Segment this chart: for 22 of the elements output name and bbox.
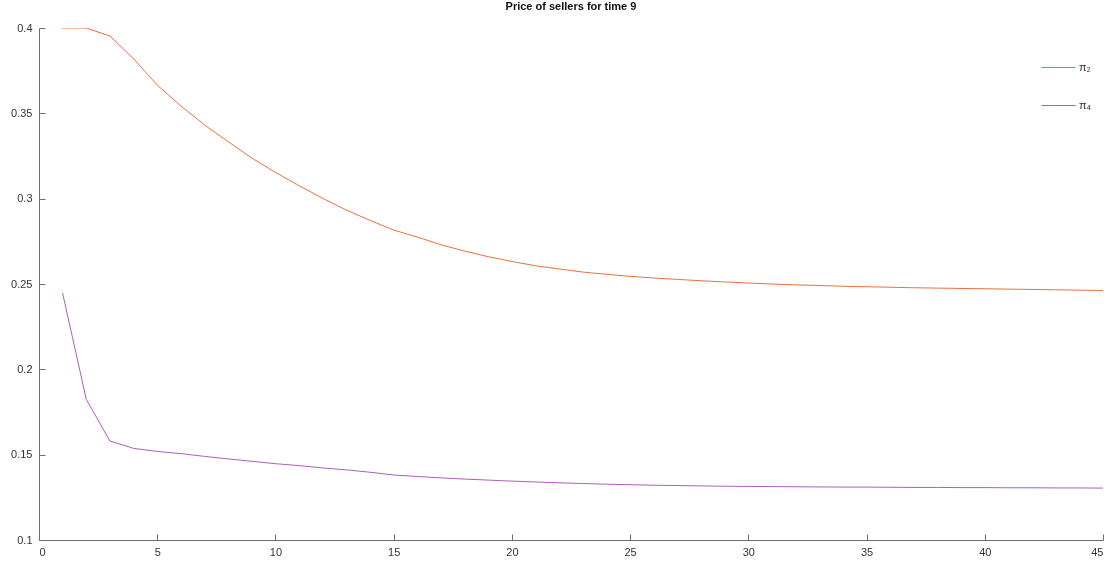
y-tick-label: 0.15: [11, 448, 33, 461]
y-tick-label: 0.1: [17, 533, 33, 546]
x-tick-label: 0: [39, 545, 46, 558]
x-tick-label: 35: [860, 545, 874, 558]
y-tick-label: 0.2: [17, 362, 33, 375]
line-series: [62, 28, 1103, 291]
y-tick-label: 0.4: [17, 21, 33, 34]
x-tick-label: 45: [1091, 545, 1104, 558]
line-series: [62, 292, 1103, 489]
y-tick-label: 0.35: [11, 106, 33, 119]
chart-title: Price of sellers for time 9: [505, 0, 637, 12]
x-tick-label: 5: [154, 545, 161, 558]
x-tick-label: 25: [624, 545, 637, 558]
y-tick-label: 0.3: [17, 192, 33, 205]
x-tick-label: 30: [742, 545, 755, 558]
x-tick-label: 40: [979, 545, 992, 558]
x-tick-label: 20: [506, 545, 519, 558]
x-tick-label: 10: [269, 545, 283, 558]
x-tick-label: 15: [388, 545, 401, 558]
legend-label: π₂: [1079, 60, 1091, 73]
legend-label: π₄: [1079, 98, 1092, 111]
y-tick-label: 0.25: [11, 277, 33, 290]
